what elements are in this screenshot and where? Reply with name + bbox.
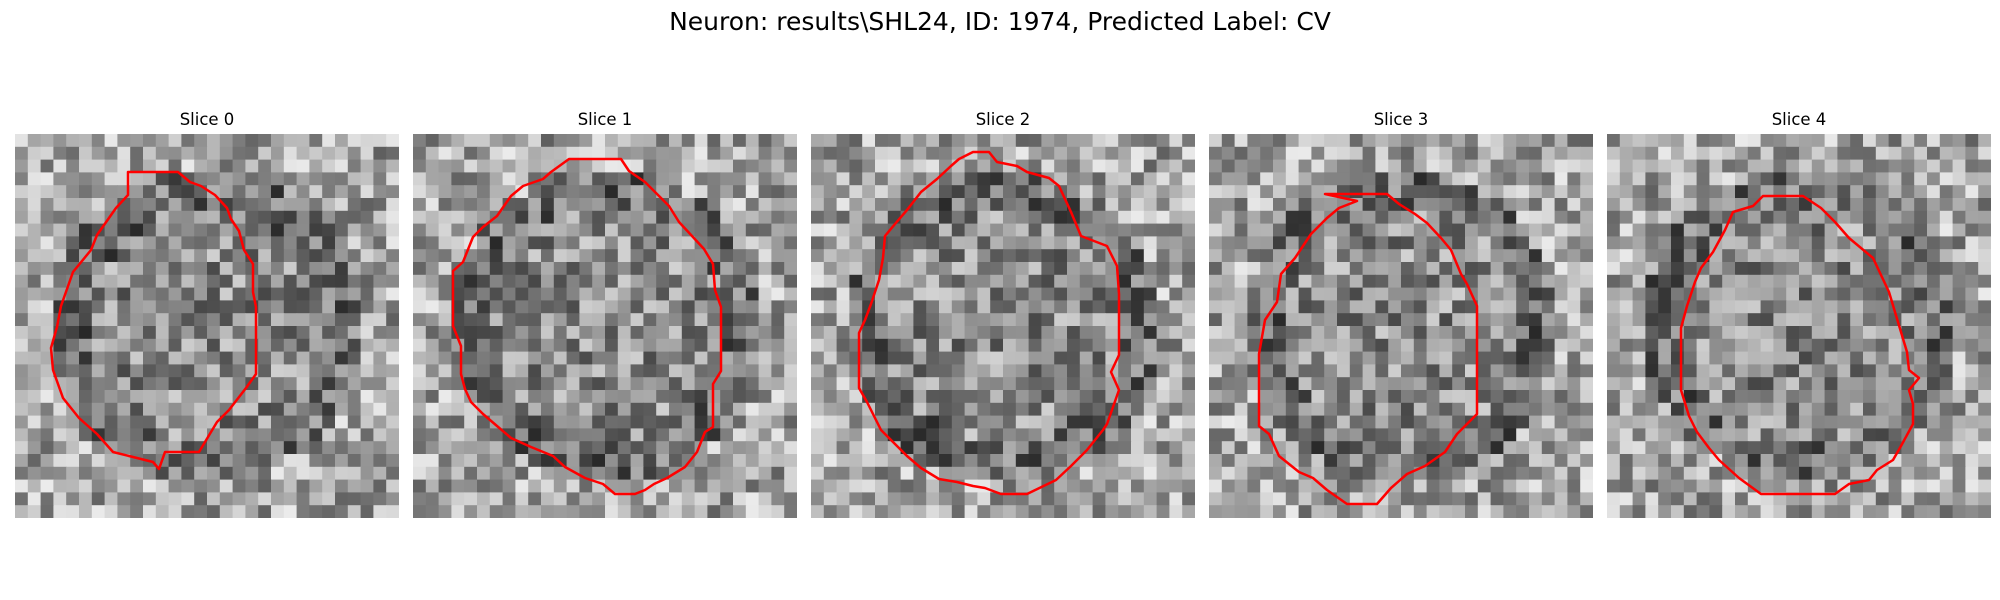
cell-contour [857, 150, 1121, 496]
cell-contour [1679, 194, 1921, 496]
slice-title: Slice 2 [975, 110, 1031, 129]
slice-image [1607, 134, 1991, 518]
slice-image [413, 134, 797, 518]
pixel-grid [15, 134, 399, 518]
cell-contour [451, 157, 723, 496]
slice-title: Slice 3 [1373, 110, 1429, 129]
slice-image [15, 134, 399, 518]
slice-image [1209, 134, 1593, 518]
pixel-grid [413, 134, 797, 518]
pixel-grid [811, 134, 1195, 518]
cell-contour [49, 170, 258, 471]
figure-title: Neuron: results\SHL24, ID: 1974, Predict… [669, 7, 1331, 36]
pixel-grid [1607, 134, 1991, 518]
slice-image [811, 134, 1195, 518]
slice-title: Slice 1 [577, 110, 633, 129]
slice-title: Slice 0 [179, 110, 235, 129]
cell-contour [1257, 192, 1479, 506]
slice-title: Slice 4 [1771, 110, 1827, 129]
pixel-grid [1209, 134, 1593, 518]
